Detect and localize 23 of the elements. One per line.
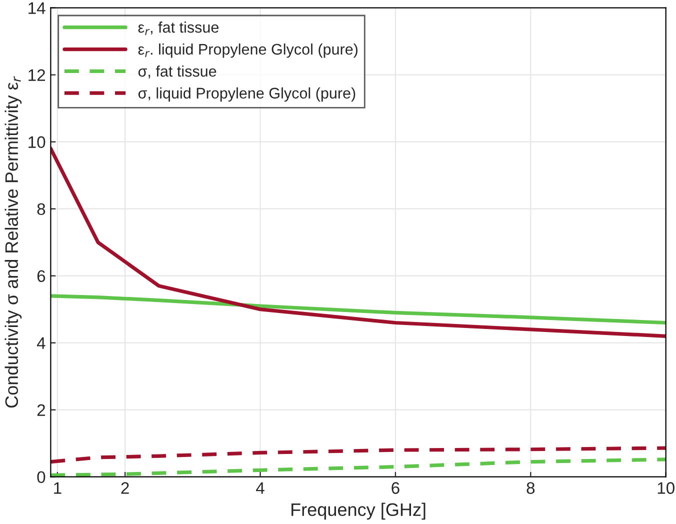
legend-label: ε$_{r}$, fat tissue xyxy=(138,22,219,36)
line-series xyxy=(50,146,666,338)
y-tick-label: 14 xyxy=(28,2,46,14)
line-series xyxy=(50,446,666,464)
legend-label: σ, fat tissue xyxy=(138,65,216,79)
y-tick-label: 8 xyxy=(37,203,46,216)
y-tick-label: 6 xyxy=(37,270,46,282)
x-axis-title: Frequency [GHz] xyxy=(292,502,426,520)
x-tick-label: 2 xyxy=(121,482,129,494)
x-tick-label: 6 xyxy=(392,482,400,494)
y-tick-label: 10 xyxy=(28,136,46,148)
line-series xyxy=(50,294,666,325)
legend-label: ε$_{r}$. liquid Propylene Glycol (pure) xyxy=(138,43,358,58)
y-tick-label: 0 xyxy=(37,471,46,484)
x-tick-label: 10 xyxy=(658,482,674,494)
x-tick-label: 1 xyxy=(54,482,62,494)
legend-label: σ, liquid Propylene Glycol (pure) xyxy=(138,87,356,102)
x-tick-label: 4 xyxy=(256,482,264,494)
y-axis-title: Conductivity σ and Relative Permittivity ε$_{r}$ xyxy=(4,76,22,408)
y-tick-label: 4 xyxy=(36,337,46,349)
y-tick-label: 2 xyxy=(37,404,46,416)
y-tick-label: 12 xyxy=(28,69,46,81)
x-tick-label: 8 xyxy=(526,482,535,494)
